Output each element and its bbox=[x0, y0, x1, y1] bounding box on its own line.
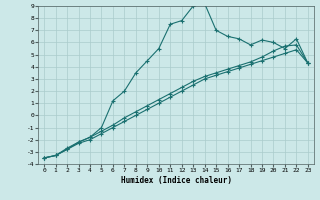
X-axis label: Humidex (Indice chaleur): Humidex (Indice chaleur) bbox=[121, 176, 231, 185]
